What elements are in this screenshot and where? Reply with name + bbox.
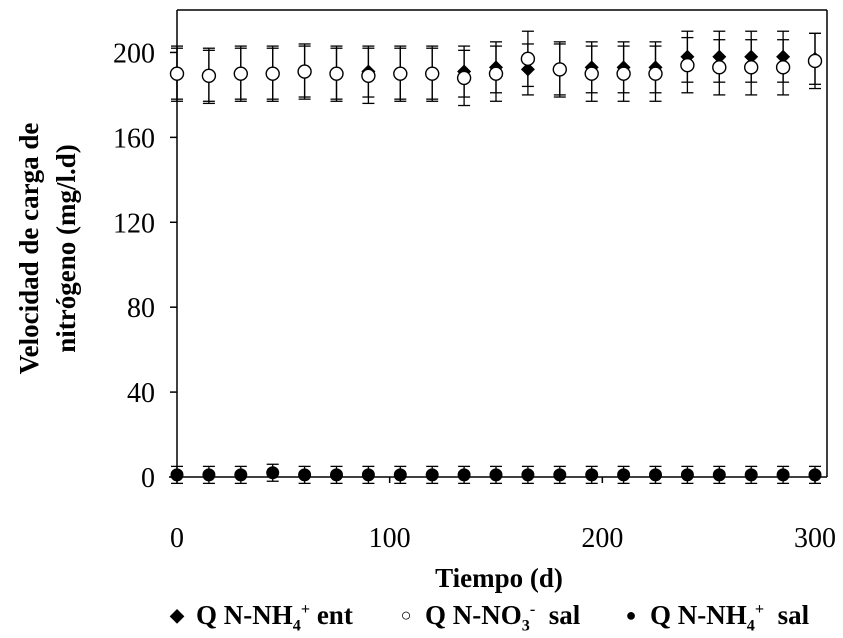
open-circle-marker xyxy=(169,66,185,81)
y-tick-label: 40 xyxy=(127,378,155,409)
legend-label: Q N-NH xyxy=(650,600,747,630)
open-circle-marker xyxy=(456,70,472,86)
open-circle-marker xyxy=(616,66,631,81)
filled-circle-marker xyxy=(298,468,312,482)
legend-item-no3-sal: ○ Q N-NO3- sal xyxy=(395,600,581,635)
legend-subscript: 4 xyxy=(746,616,755,635)
legend-item-nh4-ent: ◆ Q N-NH4+ ent xyxy=(166,600,353,635)
filled-circle-marker xyxy=(585,468,599,482)
filled-circle-marker xyxy=(776,468,790,482)
filled-circle-marker xyxy=(712,468,726,482)
y-tick-label: 200 xyxy=(113,38,155,69)
filled-circle-marker xyxy=(649,468,662,482)
open-circle-marker xyxy=(361,68,376,84)
filled-circle-marker xyxy=(808,468,822,482)
open-circle-marker xyxy=(329,66,344,81)
data-markers xyxy=(169,49,823,482)
open-circle-marker xyxy=(425,66,440,81)
filled-circle-marker xyxy=(330,468,343,482)
diamond-marker xyxy=(520,62,535,77)
open-circle-marker xyxy=(201,68,217,84)
legend-superscript: + xyxy=(300,600,311,618)
open-circle-marker xyxy=(775,60,791,75)
filled-circle-marker xyxy=(489,468,503,482)
filled-circle-marker xyxy=(393,468,407,482)
legend-suffix: sal xyxy=(777,600,810,630)
legend-subscript: 3 xyxy=(521,616,530,635)
filled-circle-marker xyxy=(521,468,535,482)
legend-superscript: + xyxy=(754,600,765,618)
legend-item-nh4-sal: ● Q N-NH4+ sal xyxy=(620,600,810,635)
x-tick-label: 300 xyxy=(794,523,836,554)
legend-suffix: sal xyxy=(548,600,581,630)
y-axis-title-line-2: nitrógeno (mg/l.d) xyxy=(51,144,81,353)
diamond-marker-icon: ◆ xyxy=(170,605,184,625)
y-tick-label: 80 xyxy=(127,293,155,324)
filled-circle-marker xyxy=(617,468,631,482)
open-circle-marker-icon: ○ xyxy=(400,605,412,625)
legend-label: Q N-NH xyxy=(196,600,293,630)
axes xyxy=(169,9,828,483)
x-axis-title: Tiempo (d) xyxy=(435,563,563,593)
open-circle-marker xyxy=(393,66,408,81)
error-bars xyxy=(171,30,821,485)
filled-circle-marker xyxy=(266,466,280,480)
x-tick-label: 0 xyxy=(170,523,184,554)
open-circle-marker xyxy=(297,64,312,79)
diamond-marker xyxy=(744,49,759,64)
diamond-marker xyxy=(776,49,791,64)
open-circle-marker xyxy=(744,60,759,75)
diamond-marker xyxy=(712,49,727,64)
y-tick-label: 0 xyxy=(141,463,155,494)
open-circle-marker xyxy=(265,66,280,81)
filled-circle-marker xyxy=(457,468,471,482)
open-circle-marker xyxy=(488,66,504,81)
chart: 0 40 80 120 160 200 0 100 200 300 Tiempo (d) Velo… xyxy=(14,9,836,593)
filled-circle-marker xyxy=(553,468,567,482)
open-circle-marker xyxy=(552,62,567,77)
legend-label: Q N-NO xyxy=(425,600,522,630)
open-circle-marker xyxy=(807,53,823,69)
filled-circle-marker xyxy=(361,468,375,482)
open-circle-marker xyxy=(680,57,695,73)
axis-titles: Tiempo (d) Velocidad de carga de nitróge… xyxy=(14,123,563,593)
legend: ◆ Q N-NH4+ ent ○ Q N-NO3- sal ● Q N-NH4+ sa… xyxy=(0,600,843,638)
filled-circle-marker xyxy=(680,468,694,482)
filled-circle-marker xyxy=(234,468,248,482)
y-tick-label: 120 xyxy=(113,208,155,239)
filled-circle-marker xyxy=(170,468,184,482)
open-circle-marker xyxy=(648,66,663,81)
filled-circle-marker xyxy=(425,468,439,482)
x-tick-label: 200 xyxy=(581,523,623,554)
filled-circle-marker xyxy=(202,468,216,482)
filled-circle-marker xyxy=(744,468,758,482)
legend-subscript: 4 xyxy=(292,616,301,635)
legend-suffix: ent xyxy=(316,600,353,630)
x-tick-label: 100 xyxy=(369,523,411,554)
open-circle-marker xyxy=(584,66,599,81)
open-circle-marker xyxy=(712,60,727,75)
y-tick-label: 160 xyxy=(113,123,155,154)
legend-superscript: - xyxy=(529,600,536,618)
tick-labels: 0 40 80 120 160 200 0 100 200 300 xyxy=(113,38,836,554)
open-circle-marker xyxy=(520,51,536,67)
y-axis-title-line-1: Velocidad de carga de xyxy=(14,123,44,375)
filled-circle-marker-icon: ● xyxy=(625,605,637,625)
open-circle-marker xyxy=(233,66,249,81)
